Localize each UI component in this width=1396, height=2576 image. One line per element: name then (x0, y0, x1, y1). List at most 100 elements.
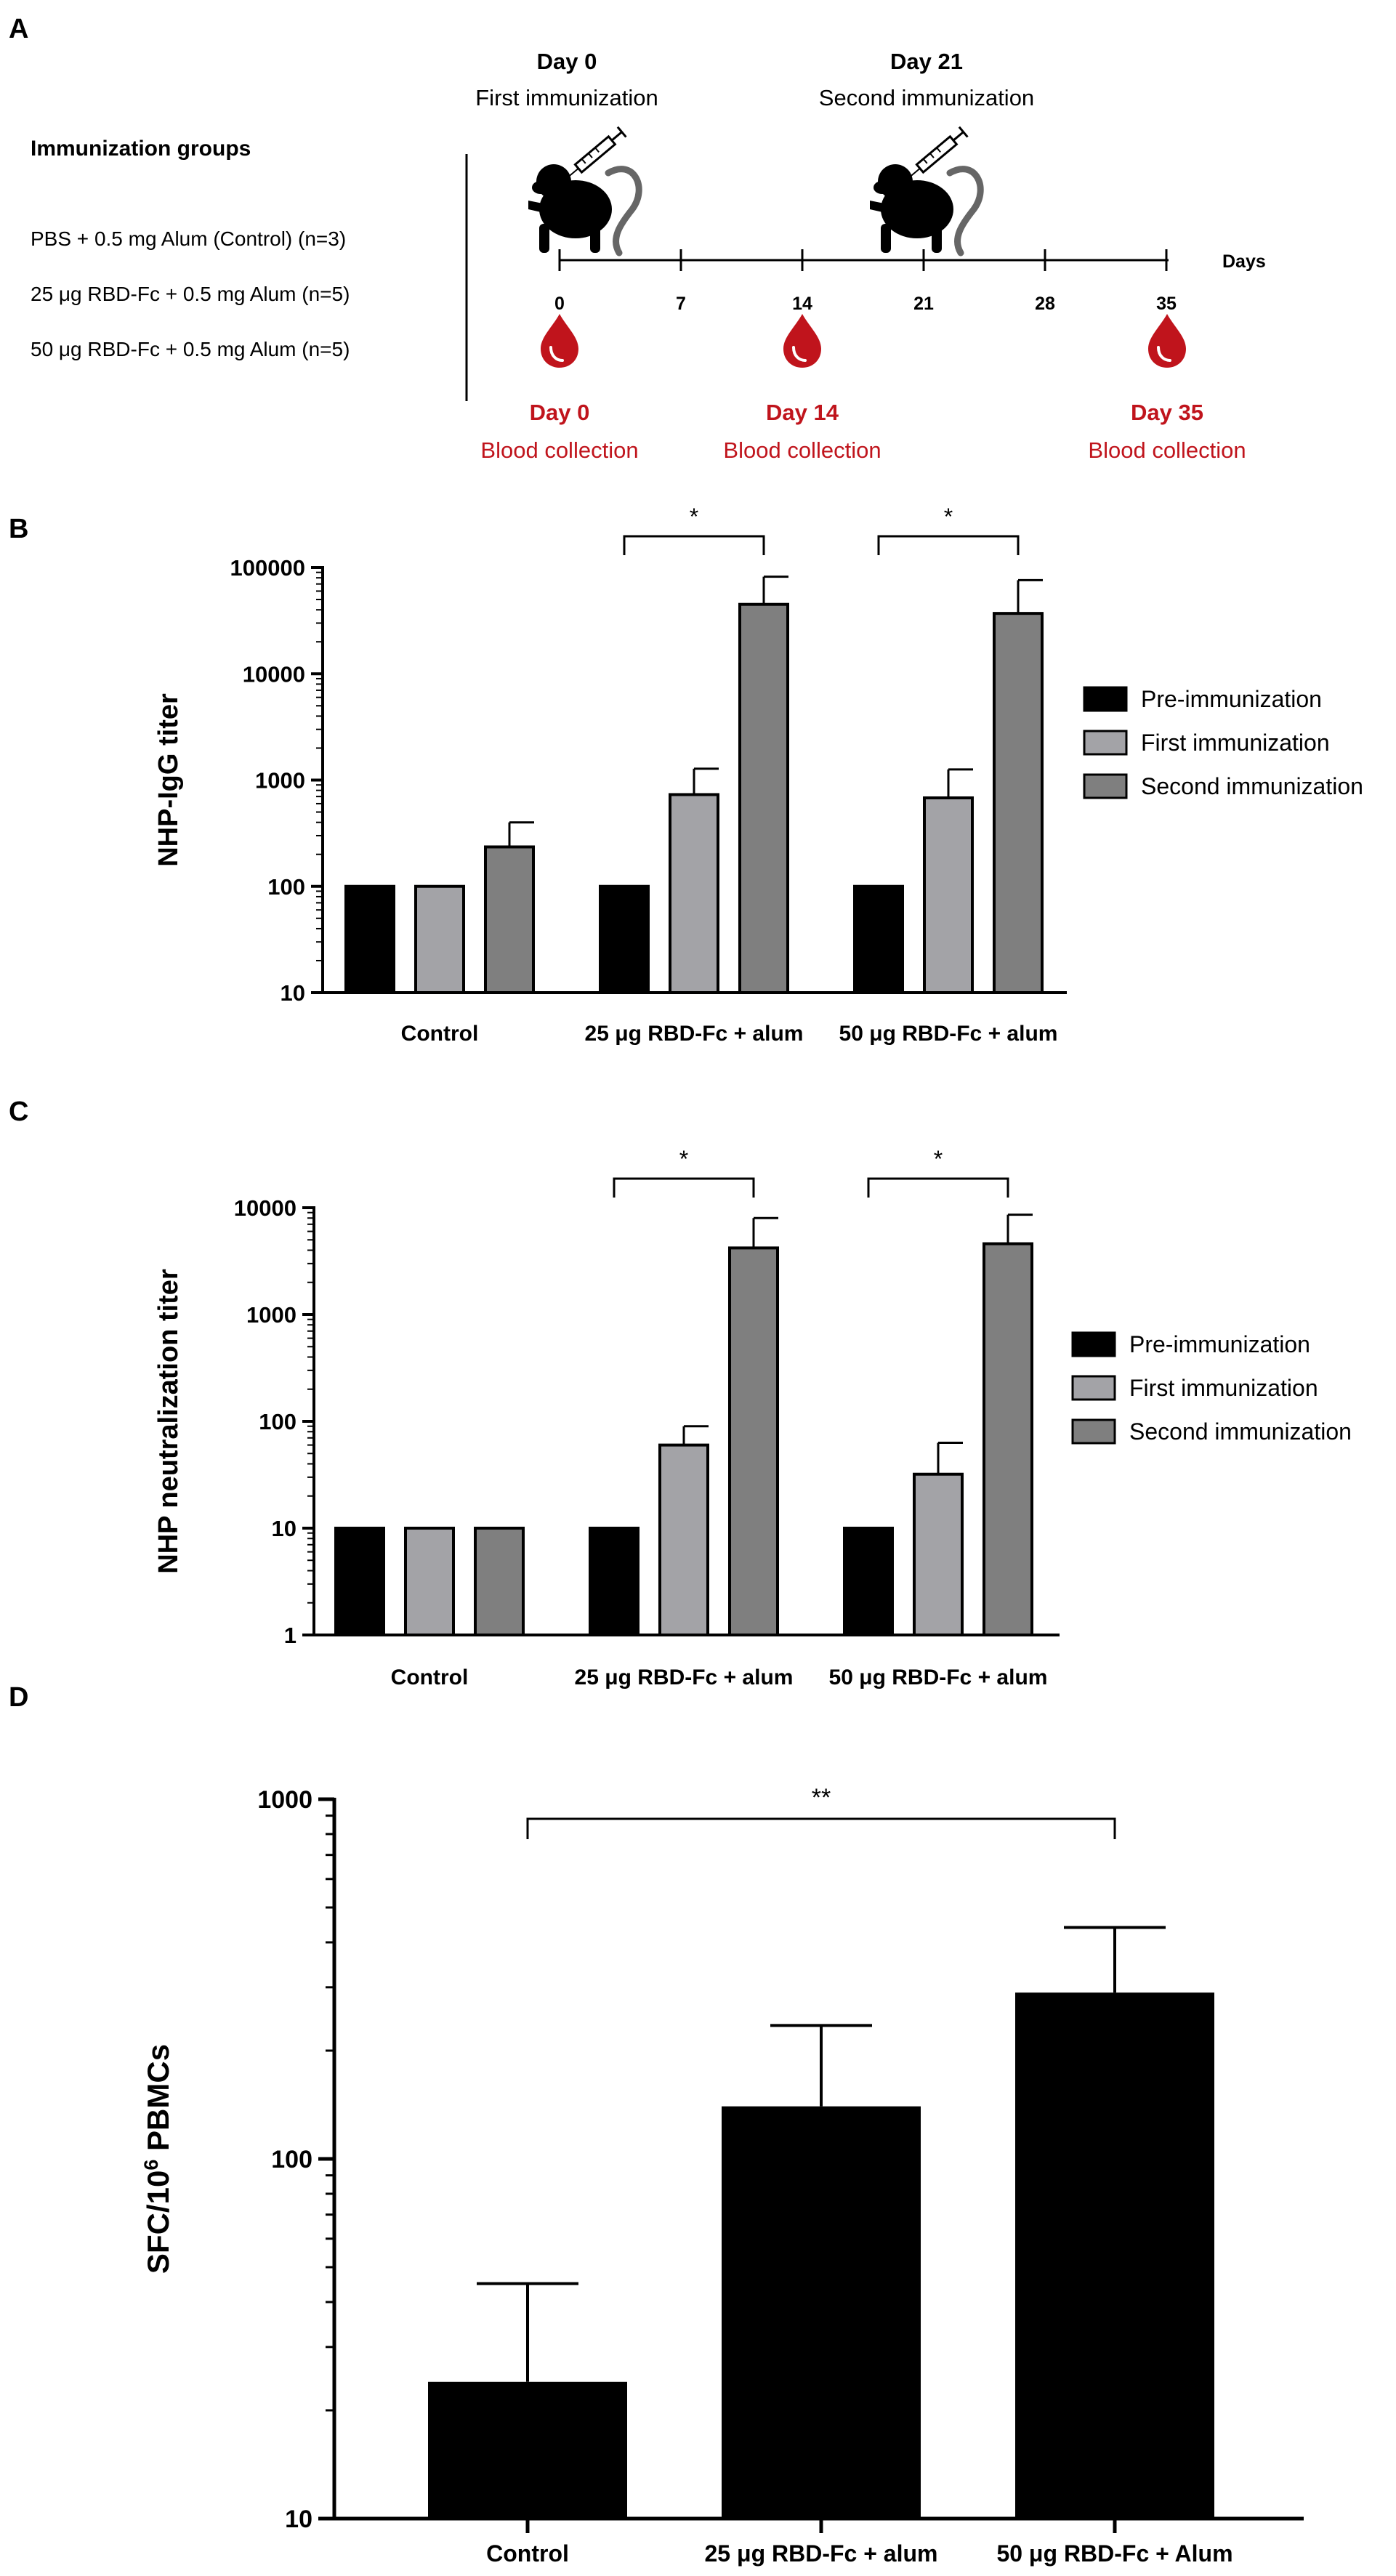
bar (474, 1527, 525, 1636)
category-label: 25 μg RBD-Fc + alum (705, 2540, 938, 2567)
bar (843, 1527, 894, 1636)
timeline-tick-label: 0 (554, 294, 565, 314)
bar (669, 793, 719, 994)
panel-d-letter: D (9, 1682, 28, 1713)
bar (913, 1472, 964, 1636)
legend-swatch (1071, 1331, 1116, 1357)
legend-label: First immunization (1129, 1375, 1318, 1401)
y-tick-label: 10 (272, 1516, 296, 1541)
timeline-tick-label: 14 (792, 294, 812, 314)
collection-label-35: Blood collection (1088, 437, 1246, 463)
bar (344, 884, 395, 994)
collection-day-14: Day 14 (766, 400, 839, 425)
category-label: 50 μg RBD-Fc + alum (839, 1022, 1058, 1046)
significance-label: * (690, 504, 698, 530)
legend-swatch (1083, 686, 1128, 712)
blood-drop-icon (783, 314, 821, 368)
immunization-label-0: First immunization (475, 85, 658, 110)
y-axis-label: SFC/106 PBMCs (140, 2044, 175, 2274)
panel-c: C 1 10 100 1000 10000 NHP neutralization tite… (9, 1097, 1352, 1689)
category-label: 50 μg RBD-Fc + alum (829, 1665, 1048, 1689)
neutralization-titer-chart: 1 10 100 1000 10000 NHP neutralization titer C… (153, 1146, 1352, 1689)
panel-b: B 10 100 1000 10000 100000 NHP-IgG titer Contr… (9, 504, 1363, 1046)
timeline-tick-label: 7 (676, 294, 686, 314)
bar (414, 884, 465, 994)
bar (658, 1443, 709, 1637)
legend-swatch (1071, 1418, 1116, 1445)
group-50ug: 50 μg RBD-Fc + 0.5 mg Alum (n=5) (31, 338, 350, 360)
y-tick-label: 1 (284, 1623, 296, 1648)
bar (599, 884, 650, 994)
y-tick-label: 100 (259, 1409, 296, 1434)
monkey-syringe-icon (528, 126, 642, 257)
significance-bracket (623, 535, 765, 555)
bar (404, 1527, 455, 1636)
significance-bracket (867, 1177, 1009, 1198)
y-tick-label: 1000 (246, 1302, 296, 1328)
immunization-day-21: Day 21 (890, 49, 963, 74)
category-label: Control (401, 1022, 479, 1046)
collection-day-0: Day 0 (530, 400, 590, 425)
legend-label: Second immunization (1129, 1418, 1352, 1445)
y-axis-label: NHP-IgG titer (153, 693, 184, 867)
collection-day-35: Day 35 (1131, 400, 1203, 425)
bar (334, 1527, 385, 1636)
monkey-syringe-icon (870, 126, 984, 257)
legend-label: Second immunization (1141, 773, 1363, 799)
significance-bracket (526, 1817, 1116, 1839)
legend-label: Pre-immunization (1129, 1331, 1310, 1357)
category-label: Control (391, 1665, 469, 1689)
bar (428, 2381, 627, 2519)
bar (738, 602, 789, 994)
bar (853, 884, 904, 994)
bar (589, 1527, 640, 1636)
bar (1015, 1992, 1214, 2519)
y-tick-label: 10 (285, 2506, 312, 2533)
timeline-tick-label: 35 (1156, 294, 1177, 314)
immunization-label-21: Second immunization (819, 85, 1034, 110)
legend-label: First immunization (1141, 730, 1330, 756)
bar (722, 2106, 921, 2519)
category-label: Control (486, 2540, 569, 2567)
bar (993, 612, 1044, 994)
y-tick-label: 1000 (255, 768, 305, 794)
groups-title: Immunization groups (31, 137, 251, 161)
significance-label: * (679, 1146, 688, 1172)
significance-bracket (877, 535, 1020, 555)
group-25ug: 25 μg RBD-Fc + 0.5 mg Alum (n=5) (31, 283, 350, 305)
collection-label-14: Blood collection (723, 437, 881, 463)
y-tick-label: 10 (281, 980, 305, 1006)
significance-label: ** (812, 1784, 831, 1812)
legend-swatch (1071, 1375, 1116, 1401)
legend-swatch (1083, 730, 1128, 756)
blood-drop-icon (541, 314, 578, 368)
legend-label: Pre-immunization (1141, 686, 1322, 712)
timeline-tick-label: 28 (1035, 294, 1055, 314)
bar (983, 1242, 1033, 1636)
y-tick-label: 100 (271, 2146, 312, 2173)
category-label: 25 μg RBD-Fc + alum (585, 1022, 804, 1046)
panel-d: D 10 100 1000 SFC/106 PBMCs Control 25 μg RBD… (9, 1682, 1304, 2567)
bar (728, 1246, 779, 1636)
igg-titer-chart: 10 100 1000 10000 100000 NHP-IgG titer Control… (153, 504, 1363, 1046)
timeline-unit: Days (1222, 251, 1266, 272)
sfc-chart: 10 100 1000 SFC/106 PBMCs Control 25 μg RBD-F… (140, 1784, 1304, 2567)
timeline-tick-label: 21 (913, 294, 934, 314)
significance-label: * (944, 504, 953, 530)
legend-swatch (1083, 773, 1128, 799)
panel-a: A Immunization groups PBS + 0.5 mg Alum … (9, 14, 1266, 463)
group-control: PBS + 0.5 mg Alum (Control) (n=3) (31, 227, 346, 250)
y-tick-label: 10000 (234, 1195, 296, 1221)
significance-bracket (613, 1177, 755, 1198)
y-tick-label: 1000 (257, 1786, 312, 1814)
bar (484, 845, 535, 994)
y-tick-label: 100000 (230, 555, 305, 581)
blood-drop-icon (1148, 314, 1186, 368)
y-axis-label: NHP neutralization titer (153, 1269, 184, 1574)
category-label: 50 μg RBD-Fc + Alum (996, 2540, 1232, 2567)
bar (923, 796, 974, 995)
significance-label: * (934, 1146, 943, 1172)
panel-c-letter: C (9, 1097, 28, 1127)
y-tick-label: 10000 (243, 661, 305, 687)
